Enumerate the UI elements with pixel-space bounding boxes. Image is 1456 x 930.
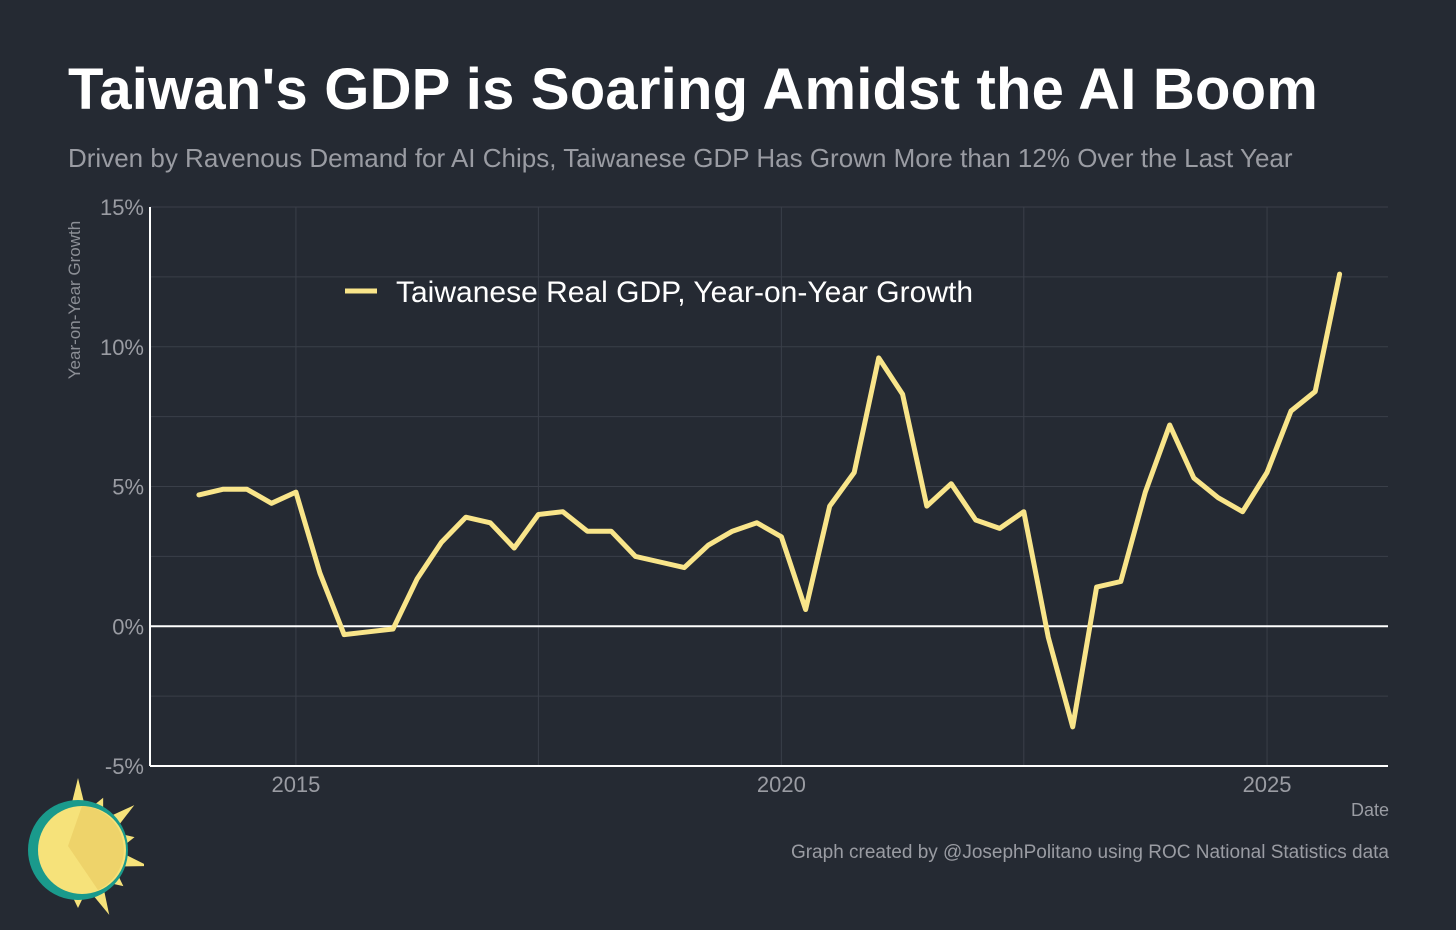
source-caption: Graph created by @JosephPolitano using R… xyxy=(790,842,1389,863)
sun-ray xyxy=(70,778,86,807)
y-tick-label: -5% xyxy=(105,754,144,779)
x-tick-label: 2020 xyxy=(757,772,806,797)
chart-title: Taiwan's GDP is Soaring Amidst the AI Bo… xyxy=(68,57,1319,122)
legend: Taiwanese Real GDP, Year-on-Year Growth xyxy=(345,276,973,309)
sun-icon xyxy=(28,778,144,915)
axes xyxy=(149,207,1388,767)
series-line xyxy=(196,271,1343,730)
legend-label: Taiwanese Real GDP, Year-on-Year Growth xyxy=(396,276,973,309)
y-tick-label: 0% xyxy=(112,614,144,639)
y-tick-label: 15% xyxy=(100,195,144,220)
y-tick-label: 10% xyxy=(100,335,144,360)
x-tick-label: 2015 xyxy=(271,772,320,797)
chart-subtitle: Driven by Ravenous Demand for AI Chips, … xyxy=(68,143,1293,173)
y-tick-label: 5% xyxy=(112,475,144,500)
x-axis-label: Date xyxy=(1350,800,1389,820)
tick-labels: -5% 0% 5% 10% 15% 2015 2020 2025 xyxy=(100,195,1292,797)
sun-shade xyxy=(68,806,124,890)
series-layer xyxy=(196,271,1343,730)
x-tick-label: 2025 xyxy=(1243,772,1292,797)
